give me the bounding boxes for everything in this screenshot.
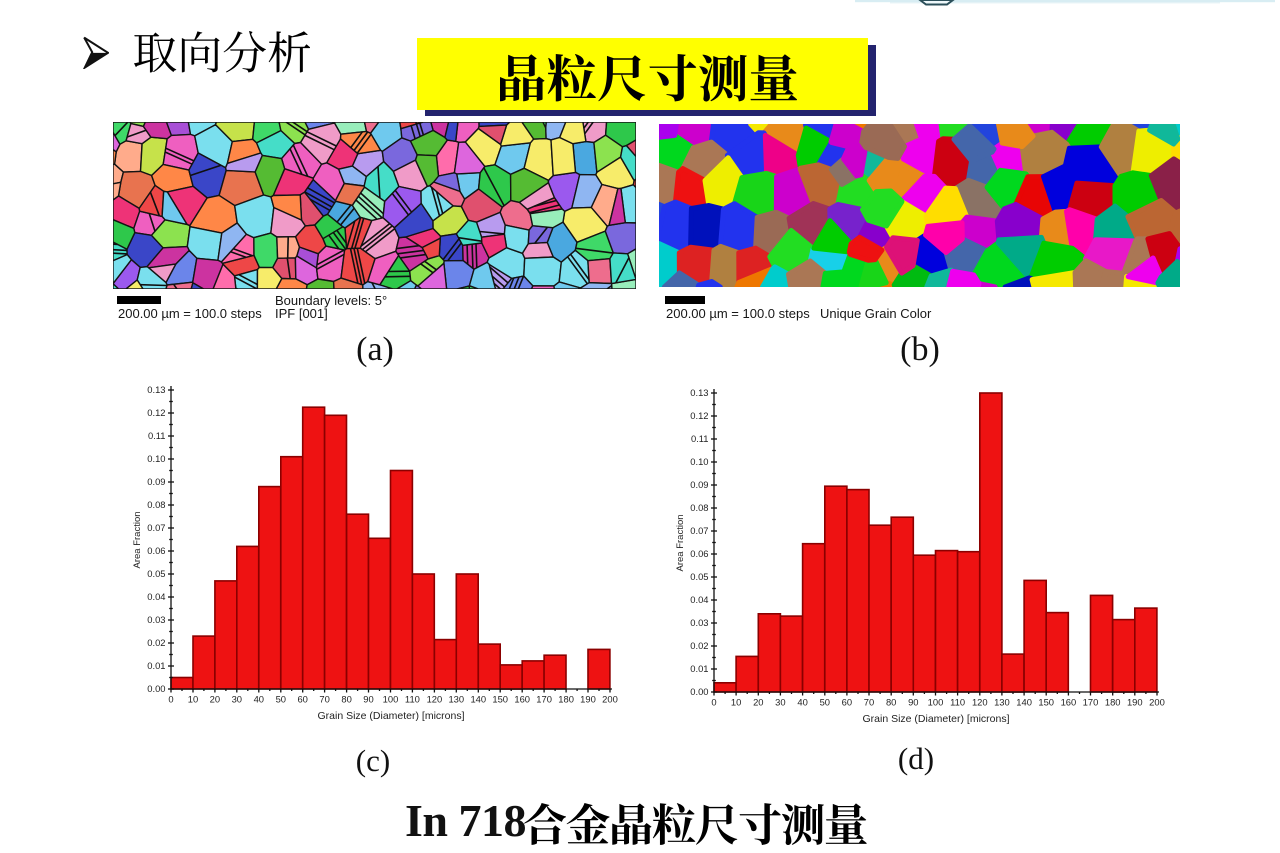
svg-text:50: 50 xyxy=(820,697,830,708)
svg-text:0: 0 xyxy=(711,697,716,708)
svg-text:60: 60 xyxy=(297,694,307,705)
svg-text:0.06: 0.06 xyxy=(147,545,165,556)
svg-text:0.13: 0.13 xyxy=(147,384,165,395)
svg-text:0.02: 0.02 xyxy=(147,637,165,648)
svg-text:Grain Size (Diameter) [microns: Grain Size (Diameter) [microns] xyxy=(317,710,464,722)
svg-text:70: 70 xyxy=(319,694,329,705)
svg-text:180: 180 xyxy=(558,694,574,705)
svg-text:0.09: 0.09 xyxy=(690,479,708,490)
svg-text:0.08: 0.08 xyxy=(690,502,708,513)
svg-text:0: 0 xyxy=(168,694,173,705)
svg-text:0.12: 0.12 xyxy=(690,410,708,421)
svg-text:180: 180 xyxy=(1105,697,1121,708)
svg-text:0.07: 0.07 xyxy=(147,522,165,533)
svg-text:100: 100 xyxy=(928,697,944,708)
svg-text:Area Fraction: Area Fraction xyxy=(132,511,143,568)
svg-text:90: 90 xyxy=(908,697,918,708)
svg-text:10: 10 xyxy=(731,697,741,708)
svg-text:190: 190 xyxy=(580,694,596,705)
svg-text:130: 130 xyxy=(994,697,1010,708)
svg-text:Grain Size (Diameter) [microns: Grain Size (Diameter) [microns] xyxy=(862,713,1009,725)
svg-text:150: 150 xyxy=(492,694,508,705)
svg-text:0.11: 0.11 xyxy=(691,433,709,444)
svg-text:0.09: 0.09 xyxy=(147,476,165,487)
svg-text:150: 150 xyxy=(1038,697,1054,708)
svg-text:0.02: 0.02 xyxy=(690,640,708,651)
svg-text:10: 10 xyxy=(188,694,198,705)
svg-text:80: 80 xyxy=(341,694,351,705)
svg-text:0.04: 0.04 xyxy=(690,594,708,605)
svg-text:200: 200 xyxy=(602,694,618,705)
svg-text:90: 90 xyxy=(363,694,373,705)
svg-text:170: 170 xyxy=(536,694,552,705)
svg-text:0.01: 0.01 xyxy=(147,660,165,671)
svg-text:0.00: 0.00 xyxy=(690,686,708,697)
svg-text:120: 120 xyxy=(972,697,988,708)
svg-text:0.13: 0.13 xyxy=(690,387,708,398)
svg-text:0.03: 0.03 xyxy=(690,617,708,628)
svg-text:0.05: 0.05 xyxy=(147,568,165,579)
svg-text:60: 60 xyxy=(842,697,852,708)
svg-text:70: 70 xyxy=(864,697,874,708)
svg-text:190: 190 xyxy=(1127,697,1143,708)
svg-text:20: 20 xyxy=(210,694,220,705)
svg-text:0.01: 0.01 xyxy=(690,663,708,674)
svg-text:30: 30 xyxy=(232,694,242,705)
svg-text:40: 40 xyxy=(254,694,264,705)
svg-text:80: 80 xyxy=(886,697,896,708)
svg-text:0.08: 0.08 xyxy=(147,499,165,510)
svg-text:0.11: 0.11 xyxy=(148,430,166,441)
svg-text:0.00: 0.00 xyxy=(147,683,165,694)
svg-text:20: 20 xyxy=(753,697,763,708)
svg-text:50: 50 xyxy=(276,694,286,705)
svg-text:120: 120 xyxy=(427,694,443,705)
svg-text:0.10: 0.10 xyxy=(147,453,165,464)
svg-text:140: 140 xyxy=(470,694,486,705)
svg-text:0.05: 0.05 xyxy=(690,571,708,582)
svg-text:130: 130 xyxy=(448,694,464,705)
svg-text:Area Fraction: Area Fraction xyxy=(675,514,686,571)
svg-text:160: 160 xyxy=(514,694,530,705)
svg-text:200: 200 xyxy=(1149,697,1165,708)
svg-text:0.10: 0.10 xyxy=(690,456,708,467)
svg-text:30: 30 xyxy=(775,697,785,708)
svg-text:100: 100 xyxy=(383,694,399,705)
svg-text:140: 140 xyxy=(1016,697,1032,708)
svg-text:110: 110 xyxy=(950,697,965,708)
svg-text:170: 170 xyxy=(1083,697,1099,708)
svg-text:0.07: 0.07 xyxy=(690,525,708,536)
svg-text:40: 40 xyxy=(797,697,807,708)
svg-text:0.06: 0.06 xyxy=(690,548,708,559)
svg-text:0.03: 0.03 xyxy=(147,614,165,625)
svg-text:0.12: 0.12 xyxy=(147,407,165,418)
svg-text:110: 110 xyxy=(405,694,420,705)
svg-text:0.04: 0.04 xyxy=(147,591,165,602)
svg-text:160: 160 xyxy=(1061,697,1077,708)
